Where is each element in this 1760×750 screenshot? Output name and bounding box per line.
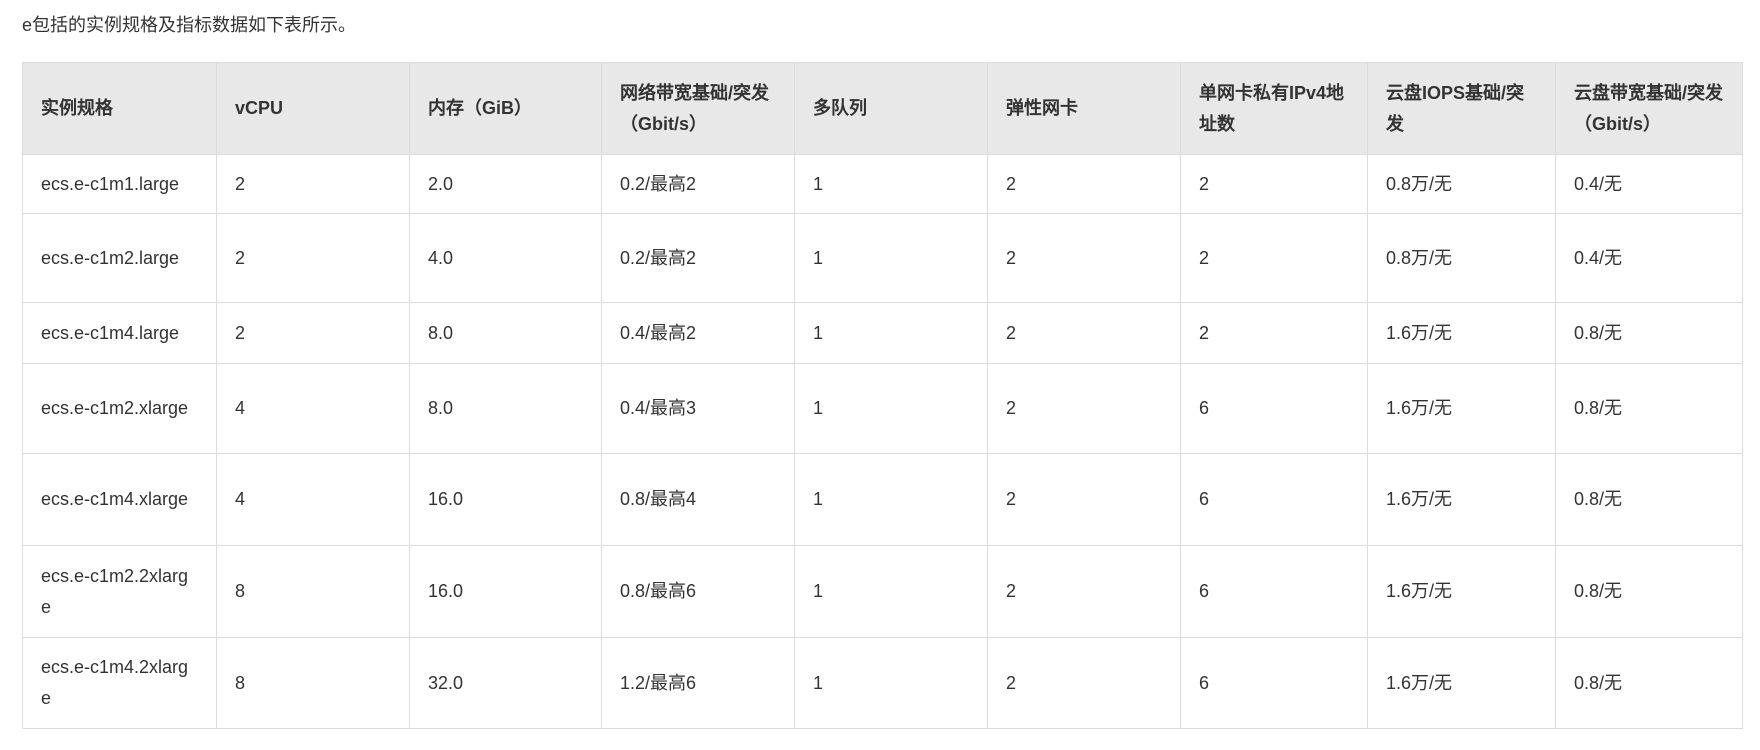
table-cell: 0.8/无 (1555, 545, 1743, 638)
column-header: 弹性网卡 (987, 62, 1181, 155)
table-cell: 0.8/无 (1555, 302, 1743, 364)
table-cell: 2 (216, 302, 410, 364)
table-cell: 0.4/无 (1555, 154, 1743, 214)
table-cell: 2 (1180, 213, 1368, 303)
table-cell: 2.0 (409, 154, 602, 214)
table-row: ecs.e-c1m4.xlarge 4 16.0 0.8/最高4 1 2 6 1.6万/无 0.… (22, 453, 1743, 546)
table-cell: 4 (216, 363, 410, 454)
table-cell: 8 (216, 637, 410, 729)
table-cell: 0.2/最高2 (601, 213, 795, 303)
table-cell: 1.6万/无 (1367, 453, 1556, 546)
table-cell: 2 (1180, 154, 1368, 214)
instance-type-cell: ecs.e-c1m2.large (22, 213, 217, 303)
table-cell: 4 (216, 453, 410, 546)
table-cell: 1 (794, 363, 988, 454)
table-cell: 2 (216, 213, 410, 303)
table-cell: 0.4/最高2 (601, 302, 795, 364)
table-row: ecs.e-c1m2.large 2 4.0 0.2/最高2 1 2 2 0.8万/无 0.4/… (22, 213, 1743, 303)
table-cell: 1 (794, 545, 988, 638)
table-cell: 2 (987, 637, 1181, 729)
column-header: 多队列 (794, 62, 988, 155)
column-header: 内存（GiB） (409, 62, 602, 155)
table-cell: 1 (794, 637, 988, 729)
table-cell: 6 (1180, 545, 1368, 638)
table-cell: 2 (987, 363, 1181, 454)
table-cell: 2 (987, 213, 1181, 303)
table-cell: 0.8/无 (1555, 637, 1743, 729)
table-cell: 6 (1180, 637, 1368, 729)
column-header: 实例规格 (22, 62, 217, 155)
table-cell: 1.2/最高6 (601, 637, 795, 729)
instance-type-cell: ecs.e-c1m4.xlarge (22, 453, 217, 546)
table-cell: 2 (216, 154, 410, 214)
instance-type-cell: ecs.e-c1m4.2xlarge (22, 637, 217, 729)
table-cell: 0.8/最高6 (601, 545, 795, 638)
table-cell: 0.4/最高3 (601, 363, 795, 454)
table-cell: 1 (794, 302, 988, 364)
table-row: ecs.e-c1m4.2xlarge 8 32.0 1.2/最高6 1 2 6 1.6万/无 0… (22, 637, 1743, 729)
table-cell: 0.8/无 (1555, 363, 1743, 454)
table-cell: 0.8万/无 (1367, 154, 1556, 214)
table-row: ecs.e-c1m4.large 2 8.0 0.4/最高2 1 2 2 1.6万/无 0.8/… (22, 302, 1743, 364)
table-cell: 6 (1180, 453, 1368, 546)
column-header: 网络带宽基础/突发（Gbit/s） (601, 62, 795, 155)
column-header: 云盘IOPS基础/突发 (1367, 62, 1556, 155)
instance-type-cell: ecs.e-c1m1.large (22, 154, 217, 214)
table-cell: 1.6万/无 (1367, 302, 1556, 364)
table-row: ecs.e-c1m1.large 2 2.0 0.2/最高2 1 2 2 0.8万/无 0.4/… (22, 154, 1743, 214)
instance-type-cell: ecs.e-c1m2.xlarge (22, 363, 217, 454)
table-cell: 1.6万/无 (1367, 363, 1556, 454)
column-header: vCPU (216, 62, 410, 155)
table-row: ecs.e-c1m2.xlarge 4 8.0 0.4/最高3 1 2 6 1.6万/无 0.8… (22, 363, 1743, 454)
table-cell: 32.0 (409, 637, 602, 729)
instance-spec-table: 实例规格 vCPU 内存（GiB） 网络带宽基础/突发（Gbit/s） 多队列 弹性网卡单… (22, 62, 1743, 729)
intro-text: e包括的实例规格及指标数据如下表所示。 (22, 15, 357, 35)
table-cell: 2 (987, 302, 1181, 364)
instance-type-cell: ecs.e-c1m4.large (22, 302, 217, 364)
table-cell: 6 (1180, 363, 1368, 454)
table-cell: 0.4/无 (1555, 213, 1743, 303)
table-cell: 1.6万/无 (1367, 637, 1556, 729)
table-cell: 1 (794, 154, 988, 214)
table-cell: 1.6万/无 (1367, 545, 1556, 638)
instance-type-cell: ecs.e-c1m2.2xlarge (22, 545, 217, 638)
table-cell: 16.0 (409, 545, 602, 638)
table-cell: 2 (1180, 302, 1368, 364)
table-cell: 0.8/无 (1555, 453, 1743, 546)
table-cell: 1 (794, 453, 988, 546)
table-cell: 8.0 (409, 363, 602, 454)
table-row: ecs.e-c1m2.2xlarge 8 16.0 0.8/最高6 1 2 6 1.6万/无 0… (22, 545, 1743, 638)
table-cell: 1 (794, 213, 988, 303)
table-cell: 8 (216, 545, 410, 638)
table-cell: 8.0 (409, 302, 602, 364)
column-header: 云盘带宽基础/突发（Gbit/s） (1555, 62, 1743, 155)
table-cell: 0.8万/无 (1367, 213, 1556, 303)
table-cell: 16.0 (409, 453, 602, 546)
column-header: 单网卡私有IPv4地址数 (1180, 62, 1368, 155)
table-cell: 0.8/最高4 (601, 453, 795, 546)
table-cell: 2 (987, 154, 1181, 214)
table-cell: 0.2/最高2 (601, 154, 795, 214)
table-cell: 4.0 (409, 213, 602, 303)
table-cell: 2 (987, 545, 1181, 638)
table-cell: 2 (987, 453, 1181, 546)
table-header-row: 实例规格 vCPU 内存（GiB） 网络带宽基础/突发（Gbit/s） 多队列 弹性网卡单… (22, 62, 1743, 155)
